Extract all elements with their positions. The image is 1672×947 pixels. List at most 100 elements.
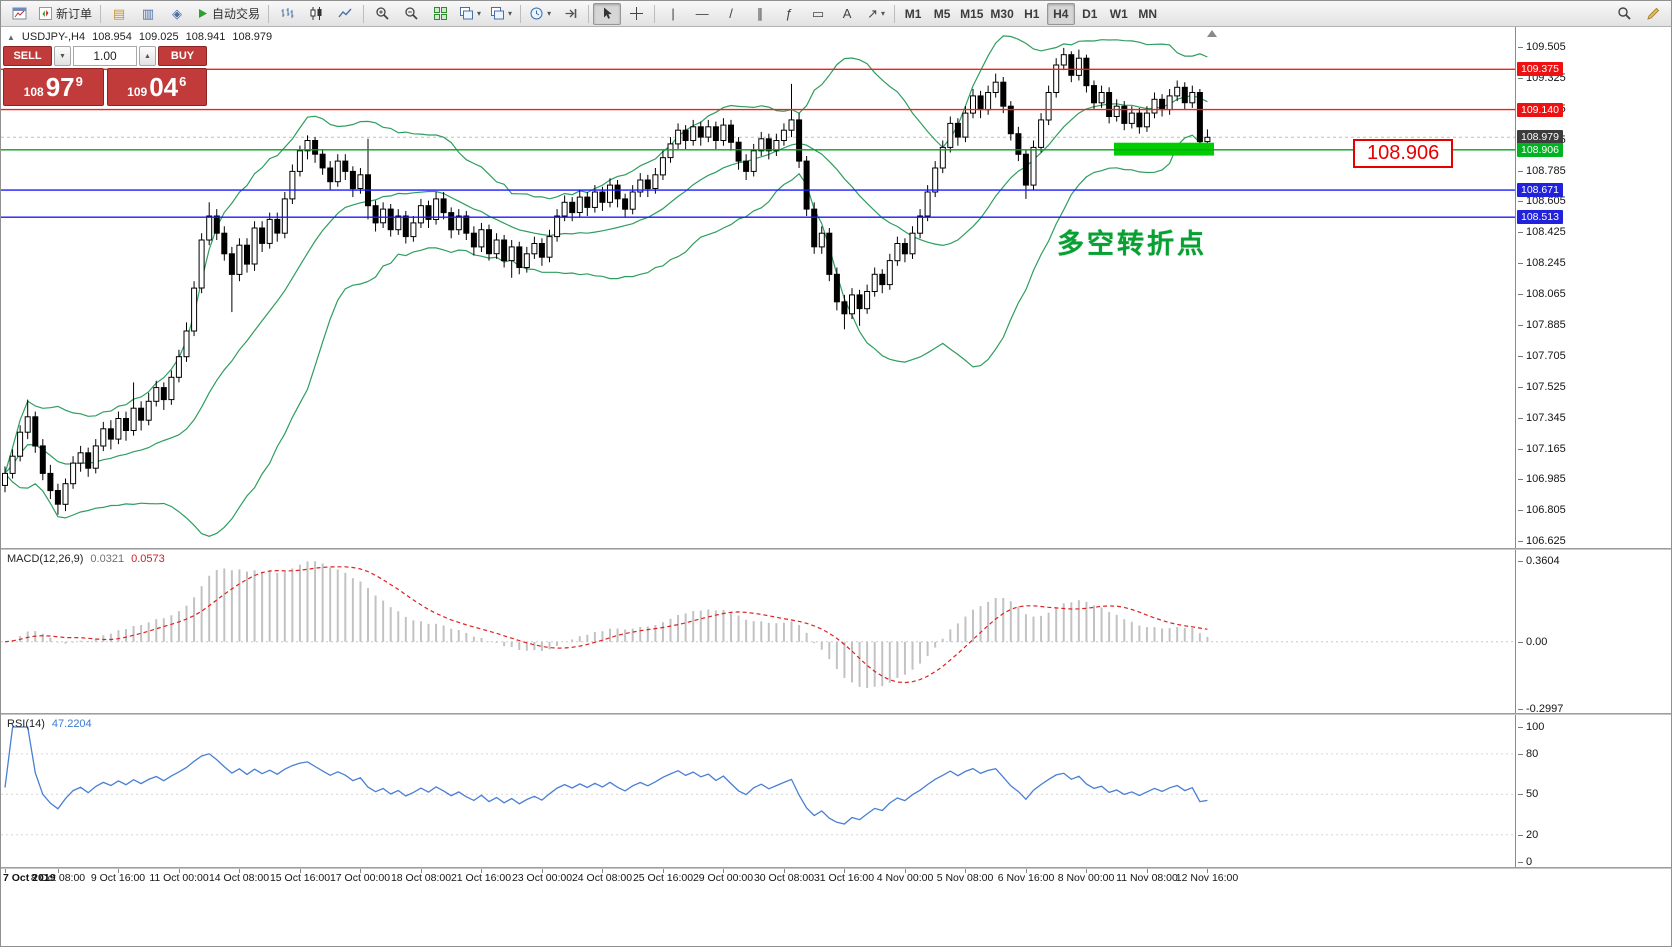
line-chart-button[interactable] xyxy=(331,3,359,25)
time-tick xyxy=(1207,869,1208,873)
price-scale[interactable]: 109.505109.325109.145108.965108.785108.6… xyxy=(1515,27,1671,548)
line-chart-icon xyxy=(337,6,353,21)
time-label: 4 Nov 00:00 xyxy=(876,872,934,884)
price-tick: 106.805 xyxy=(1518,504,1566,516)
price-tick: 109.505 xyxy=(1518,41,1566,53)
macd-scale[interactable]: 0.3604 0.00 -0.2997 xyxy=(1515,550,1671,715)
text-label-button[interactable]: A xyxy=(833,3,861,25)
zoom-in-button[interactable] xyxy=(368,3,396,25)
chart-shift-button[interactable] xyxy=(556,3,584,25)
time-label: 30 Oct 08:00 xyxy=(753,872,815,884)
timeframe-m1-button[interactable]: M1 xyxy=(899,3,927,25)
time-label: 24 Oct 08:00 xyxy=(571,872,633,884)
timeframe-d1-button[interactable]: D1 xyxy=(1076,3,1104,25)
bar-chart-button[interactable] xyxy=(273,3,301,25)
ohlc-low: 108.941 xyxy=(185,31,226,43)
time-tick xyxy=(1026,869,1027,873)
bollinger-upper-band xyxy=(4,35,1208,474)
search-button[interactable] xyxy=(1610,3,1638,25)
timeframe-m15-button[interactable]: M15 xyxy=(957,3,986,25)
autotrading-button[interactable]: 自动交易 xyxy=(192,3,264,25)
timeframe-w1-button-label: W1 xyxy=(1109,6,1128,21)
rsi-label: RSI(14) 47.2204 xyxy=(7,718,92,730)
toolbar-separator xyxy=(520,4,522,23)
rsi-scale[interactable]: 100 80 50 20 0 xyxy=(1515,715,1671,868)
price-tick: 108.605 xyxy=(1518,195,1566,207)
timeframe-m15-button-label: M15 xyxy=(960,6,984,21)
toolbar-separator xyxy=(654,4,656,23)
buy-price-button[interactable]: 109 04 6 xyxy=(106,68,207,106)
sell-button[interactable]: SELL xyxy=(3,46,52,66)
dropdown-caret-icon: ▾ xyxy=(508,9,513,18)
market-watch-button[interactable]: ▤ xyxy=(105,3,133,25)
price-tick: 106.625 xyxy=(1518,535,1566,547)
time-label: 18 Oct 08:00 xyxy=(390,872,452,884)
new-order-button-label: 新订单 xyxy=(56,7,93,21)
data-window-button[interactable]: ▥ xyxy=(134,3,162,25)
panel-separator[interactable] xyxy=(1,548,1671,550)
timeframe-mn-button[interactable]: MN xyxy=(1134,3,1162,25)
lot-decrease-button[interactable]: ▼ xyxy=(54,46,71,66)
time-tick xyxy=(965,869,966,873)
tile-windows-button[interactable] xyxy=(426,3,454,25)
candlestick-chart-icon xyxy=(309,6,324,21)
timeframe-m5-button[interactable]: M5 xyxy=(928,3,956,25)
resistance-line-lower-price-tag: 109.140 xyxy=(1517,103,1563,117)
chart-profiles-button[interactable]: ▾ xyxy=(486,3,516,25)
fibonacci-button[interactable]: ƒ xyxy=(775,3,803,25)
ohlc-high: 109.025 xyxy=(138,31,179,43)
dropdown-caret-icon: ▾ xyxy=(881,9,886,18)
rsi-tick: 80 xyxy=(1517,748,1539,760)
time-scale[interactable]: 7 Oct 2019 8 Oct 08:00 9 Oct 16:00 11 Oct 0… xyxy=(1,869,1515,885)
macd-panel[interactable]: MACD(12,26,9) 0.0321 0.0573 xyxy=(1,550,1515,713)
timeframe-mn-button-label: MN xyxy=(1138,6,1158,21)
price-tick: 107.165 xyxy=(1518,443,1566,455)
main-chart-panel[interactable] xyxy=(1,27,1515,548)
arrows-button[interactable]: ↗ ▾ xyxy=(862,3,890,25)
time-tick xyxy=(905,869,906,873)
channel-button[interactable]: ∥ xyxy=(746,3,774,25)
time-label: 21 Oct 16:00 xyxy=(450,872,512,884)
arrange-charts-button[interactable]: ▾ xyxy=(455,3,485,25)
new-chart-icon xyxy=(12,6,27,21)
cursor-button[interactable] xyxy=(593,2,622,25)
time-label: 11 Oct 00:00 xyxy=(149,872,209,884)
crosshair-button[interactable] xyxy=(622,3,650,25)
timeframe-h1-button[interactable]: H1 xyxy=(1018,3,1046,25)
time-tick xyxy=(58,869,59,873)
timeframe-w1-button[interactable]: W1 xyxy=(1105,3,1133,25)
candlestick-chart[interactable] xyxy=(1,27,1515,548)
timeframe-m30-button[interactable]: M30 xyxy=(987,3,1016,25)
zoom-out-button[interactable] xyxy=(397,3,425,25)
horizontal-line-button[interactable]: — xyxy=(688,3,716,25)
symbol-name: USDJPY-,H4 xyxy=(21,31,86,43)
rsi-name: RSI(14) xyxy=(7,718,45,730)
lot-increase-button[interactable]: ▲ xyxy=(139,46,156,66)
rsi-panel[interactable]: RSI(14) 47.2204 xyxy=(1,715,1515,867)
shapes-button[interactable]: ▭ xyxy=(804,3,832,25)
time-tick xyxy=(300,869,301,873)
price-tick: 108.245 xyxy=(1518,257,1566,269)
timeframe-h4-button[interactable]: H4 xyxy=(1046,2,1075,25)
bid-big: 97 xyxy=(45,72,75,102)
support-line-upper-price-tag: 108.671 xyxy=(1517,183,1563,197)
panel-separator[interactable] xyxy=(1,867,1671,869)
price-tick: 107.705 xyxy=(1518,350,1566,362)
shapes-icon: ▭ xyxy=(811,6,825,21)
buy-button[interactable]: BUY xyxy=(158,46,207,66)
candlestick-chart-button[interactable] xyxy=(302,3,330,25)
panel-separator[interactable] xyxy=(1,713,1671,715)
navigator-button[interactable]: ◈ xyxy=(163,3,191,25)
new-chart-button[interactable] xyxy=(5,3,33,25)
quick-edit-button[interactable] xyxy=(1639,3,1667,25)
period-selector-button[interactable]: ▾ xyxy=(525,3,555,25)
sell-price-button[interactable]: 108 97 9 xyxy=(3,68,104,106)
fibonacci-icon: ƒ xyxy=(785,6,793,21)
price-tick: 108.425 xyxy=(1518,226,1566,238)
time-label: 11 Nov 08:00 xyxy=(1116,872,1178,884)
trendline-button[interactable]: / xyxy=(717,3,745,25)
lot-size-input[interactable]: 1.00 xyxy=(73,46,137,66)
vertical-line-button[interactable]: | xyxy=(659,3,687,25)
new-order-button[interactable]: 新订单 xyxy=(34,3,96,25)
timeframe-m5-button-label: M5 xyxy=(933,6,951,21)
